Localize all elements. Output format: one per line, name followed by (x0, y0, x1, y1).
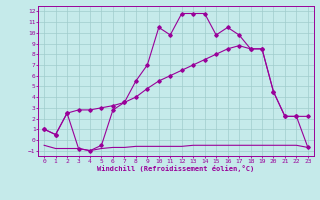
X-axis label: Windchill (Refroidissement éolien,°C): Windchill (Refroidissement éolien,°C) (97, 165, 255, 172)
